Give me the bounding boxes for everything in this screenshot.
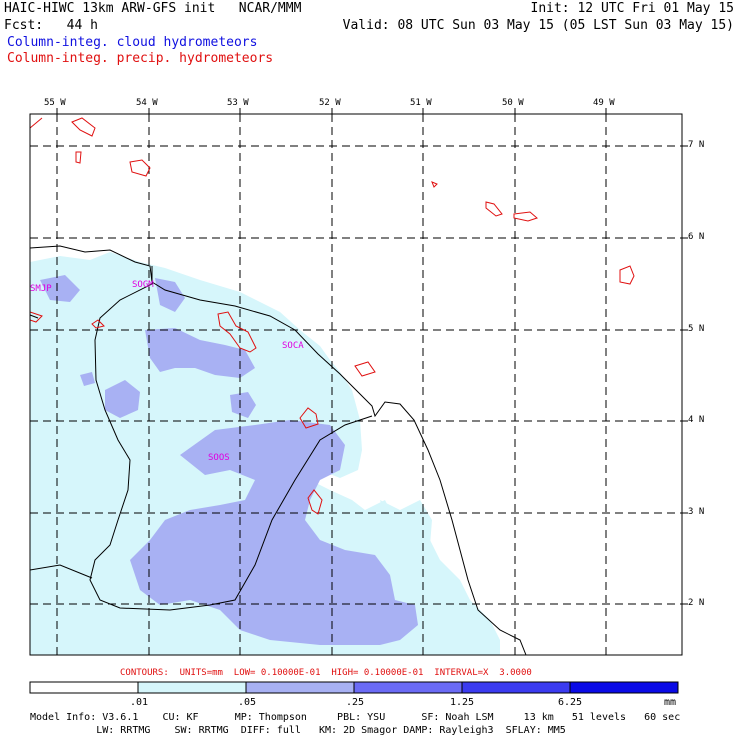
- lat-label: 3 N: [688, 507, 705, 517]
- lat-label: 4 N: [688, 415, 705, 425]
- header-title: HAIC-HIWC 13km ARW-GFS init NCAR/MMM: [4, 1, 302, 16]
- map-frame: [29, 113, 683, 656]
- header-init-time: Init: 12 UTC Fri 01 May 15: [530, 1, 735, 16]
- lat-label: 6 N: [688, 232, 705, 242]
- lon-label: 55 W: [44, 98, 66, 108]
- legend-cloud-hydrometeors: Column-integ. cloud hydrometeors: [7, 35, 258, 50]
- border: [89, 266, 373, 611]
- colorbar-label: 6.25: [558, 697, 583, 708]
- colorbar-label: .01: [130, 697, 149, 708]
- cloud-shading-mid: [130, 420, 418, 645]
- colorbar-unit: mm: [664, 697, 677, 708]
- model-info-line1: Model Info: V3.6.1 CU: KF MP: Thompson P…: [30, 712, 681, 723]
- lon-label: 53 W: [227, 98, 249, 108]
- legend-precip-hydrometeors: Column-integ. precip. hydrometeors: [7, 51, 274, 66]
- lat-label: 7 N: [688, 140, 705, 150]
- lat-label: 2 N: [688, 598, 705, 608]
- lon-label: 49 W: [593, 98, 615, 108]
- lon-label: 51 W: [410, 98, 432, 108]
- lat-label: 5 N: [688, 324, 705, 334]
- lon-label: 52 W: [319, 98, 341, 108]
- station-label: SOOS: [208, 453, 230, 463]
- model-info-line2: LW: RRTMG SW: RRTMG DIFF: full KM: 2D Sm…: [30, 725, 566, 736]
- header-forecast-hour: Fcst: 44 h: [4, 18, 98, 33]
- station-label: SMJP: [30, 284, 52, 294]
- colorbar-label: 1.25: [450, 697, 475, 708]
- axis-ticks: [56, 108, 688, 605]
- contour-info: CONTOURS: UNITS=mm LOW= 0.10000E-01 HIGH…: [120, 668, 532, 678]
- station-label: SOGM: [132, 280, 154, 290]
- colorbar: [29, 681, 679, 694]
- lon-label: 50 W: [502, 98, 524, 108]
- header-valid-time: Valid: 08 UTC Sun 03 May 15 (05 LST Sun …: [342, 18, 734, 33]
- lat-lon-grid: [30, 114, 682, 655]
- colorbar-label: .25: [346, 697, 365, 708]
- precip-contours: [30, 117, 635, 515]
- lon-label: 54 W: [136, 98, 158, 108]
- coastline: [30, 245, 527, 655]
- station-label: SOCA: [282, 341, 304, 351]
- colorbar-label: .05: [238, 697, 257, 708]
